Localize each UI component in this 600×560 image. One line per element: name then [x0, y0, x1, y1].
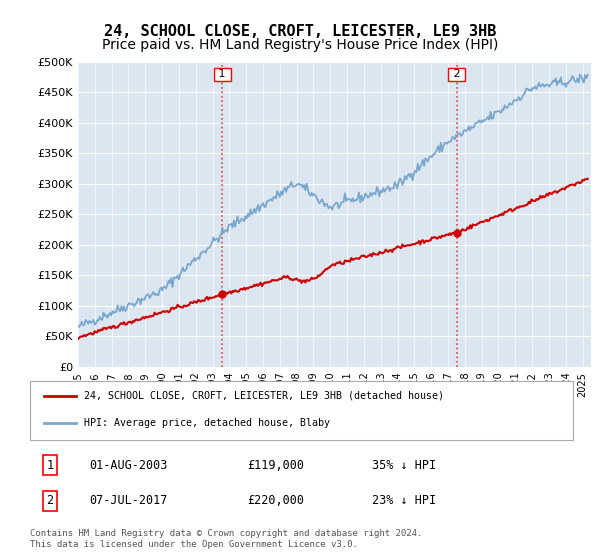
Text: 24, SCHOOL CLOSE, CROFT, LEICESTER, LE9 3HB: 24, SCHOOL CLOSE, CROFT, LEICESTER, LE9 … — [104, 24, 496, 39]
Text: 07-JUL-2017: 07-JUL-2017 — [90, 494, 168, 507]
Text: £220,000: £220,000 — [247, 494, 304, 507]
Text: 2: 2 — [46, 494, 53, 507]
Text: 2: 2 — [449, 69, 464, 79]
Text: 24, SCHOOL CLOSE, CROFT, LEICESTER, LE9 3HB (detached house): 24, SCHOOL CLOSE, CROFT, LEICESTER, LE9 … — [85, 390, 444, 400]
Text: £119,000: £119,000 — [247, 459, 304, 472]
FancyBboxPatch shape — [30, 381, 573, 440]
Text: 23% ↓ HPI: 23% ↓ HPI — [372, 494, 436, 507]
Text: Contains HM Land Registry data © Crown copyright and database right 2024.
This d: Contains HM Land Registry data © Crown c… — [30, 529, 422, 549]
Text: 35% ↓ HPI: 35% ↓ HPI — [372, 459, 436, 472]
Text: HPI: Average price, detached house, Blaby: HPI: Average price, detached house, Blab… — [85, 418, 331, 428]
Text: 1: 1 — [215, 69, 229, 79]
Text: Price paid vs. HM Land Registry's House Price Index (HPI): Price paid vs. HM Land Registry's House … — [102, 38, 498, 52]
Text: 1: 1 — [46, 459, 53, 472]
Text: 01-AUG-2003: 01-AUG-2003 — [90, 459, 168, 472]
